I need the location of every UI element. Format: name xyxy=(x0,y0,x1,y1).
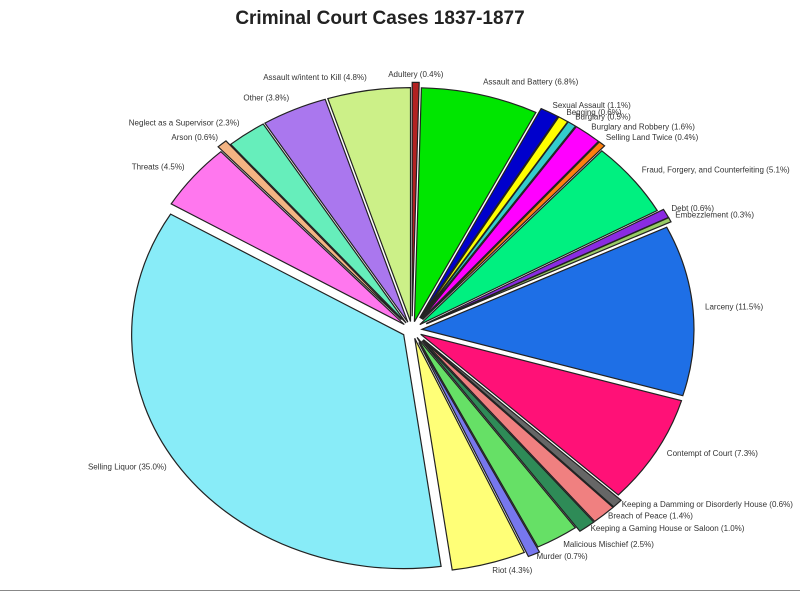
pie-slice-burglary-and-robbery xyxy=(421,125,600,320)
slice-label-keeping-a-gaming-house-or-saloon: Keeping a Gaming House or Saloon (1.0%) xyxy=(591,524,745,533)
slice-label-selling-liquor: Selling Liquor (35.0%) xyxy=(88,462,167,471)
slice-label-embezzlement: Embezzlement (0.3%) xyxy=(675,210,754,219)
slice-label-contempt-of-court: Contempt of Court (7.3%) xyxy=(667,449,758,458)
slice-label-debt: Debt (0.6%) xyxy=(671,204,714,213)
slice-label-begging: Begging (0.6%) xyxy=(566,108,621,117)
pie-slice-sexual-assault xyxy=(419,107,559,319)
slice-label-assault-w-intent-to-kill: Assault w/intent to Kill (4.8%) xyxy=(263,73,367,82)
pie-slice-neglect-as-a-supervisor xyxy=(229,123,407,324)
slice-label-larceny: Larceny (11.5%) xyxy=(705,302,763,311)
pie-slice-larceny xyxy=(420,226,695,397)
slice-label-adultery: Adultery (0.4%) xyxy=(388,70,443,79)
slice-label-other: Other (3.8%) xyxy=(243,93,289,102)
pie-slice-contempt-of-court xyxy=(420,333,683,496)
pie-slice-threats xyxy=(170,150,405,326)
pie-slice-malicious-mischief xyxy=(416,337,577,548)
pie-slice-embezzlement xyxy=(426,216,672,325)
pie-slice-assault-and-battery xyxy=(413,87,537,323)
bottom-divider xyxy=(0,590,800,591)
chart-title: Criminal Court Cases 1837-1877 xyxy=(235,8,525,29)
slice-label-keeping-a-damming-or-disorderly-house: Keeping a Damming or Disorderly House (0… xyxy=(622,500,794,509)
pie-slice-other xyxy=(264,98,409,323)
pie-slice-assault-w-intent-to-kill xyxy=(327,86,412,322)
pie-slice-adultery xyxy=(411,81,420,317)
slice-label-threats: Threats (4.5%) xyxy=(132,163,185,172)
slice-label-murder: Murder (0.7%) xyxy=(537,552,588,561)
pie-slice-keeping-a-gaming-house-or-saloon xyxy=(421,340,595,532)
slice-label-sexual-assault: Sexual Assault (1.1%) xyxy=(553,101,632,110)
pie-slice-arson xyxy=(217,140,402,321)
pie-slice-murder xyxy=(418,342,541,558)
pie-slice-fraud-forgery-and-counterfeiting xyxy=(419,150,659,326)
slice-label-burglary: Burglary (0.5%) xyxy=(575,113,631,122)
slice-label-selling-land-twice: Selling Land Twice (0.4%) xyxy=(606,133,699,142)
pie-slice-selling-land-twice xyxy=(422,141,606,321)
slice-label-burglary-and-robbery: Burglary and Robbery (1.6%) xyxy=(591,123,695,132)
pie-slice-burglary xyxy=(420,121,577,319)
slice-label-neglect-as-a-supervisor: Neglect as a Supervisor (2.3%) xyxy=(129,118,240,127)
slice-label-fraud-forgery-and-counterfeiting: Fraud, Forgery, and Counterfeiting (5.1%… xyxy=(642,165,790,174)
slice-label-assault-and-battery: Assault and Battery (6.8%) xyxy=(483,78,578,87)
pie-slice-keeping-a-damming-or-disorderly-house xyxy=(423,339,623,508)
slice-label-malicious-mischief: Malicious Mischief (2.5%) xyxy=(563,540,654,549)
pie-slice-riot xyxy=(414,338,526,571)
slice-label-arson: Arson (0.6%) xyxy=(171,133,218,142)
slice-label-riot: Riot (4.3%) xyxy=(492,566,532,575)
pie-slice-selling-liquor xyxy=(131,213,442,570)
pie-slice-breach-of-peace xyxy=(422,339,614,523)
slice-label-breach-of-peace: Breach of Peace (1.4%) xyxy=(608,511,693,520)
